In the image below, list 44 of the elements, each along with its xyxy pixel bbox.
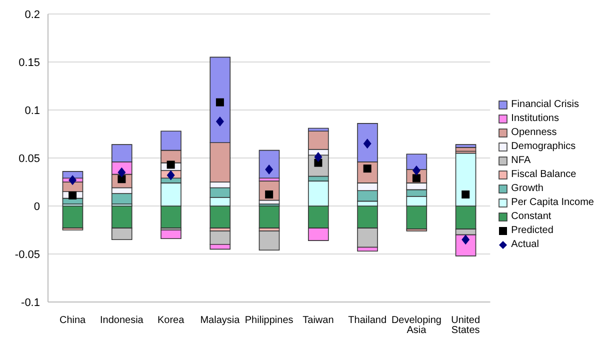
legend-label: Growth: [511, 182, 544, 196]
point: [216, 116, 224, 127]
x-tick-label: China: [59, 315, 86, 326]
bar: [258, 206, 280, 228]
bar: [258, 230, 280, 251]
legend-label: Constant: [511, 210, 552, 224]
x-tick-label: United States: [451, 315, 480, 336]
bar: [62, 206, 84, 228]
x-tick-label: Taiwan: [302, 315, 334, 326]
x-tick-label: Malaysia: [200, 315, 240, 326]
legend-label: Per Capita Income: [511, 196, 594, 210]
point: [68, 191, 77, 200]
y-tick-label: 0.2: [24, 8, 40, 21]
bar: [258, 150, 280, 179]
point: [462, 234, 470, 245]
point: [216, 98, 224, 106]
point: [314, 152, 322, 162]
legend-label: Fiscal Balance: [511, 168, 576, 182]
bar: [455, 144, 476, 148]
legend-label: NFA: [511, 154, 531, 168]
y-tick-label: -0.05: [14, 248, 40, 261]
legend-label: Openness: [511, 126, 557, 140]
legend-label: Demographics: [511, 140, 576, 154]
point: [68, 175, 77, 186]
legend-label: Financial Crisis: [511, 98, 579, 112]
y-tick-label: 0.15: [18, 56, 40, 69]
bar: [160, 230, 182, 240]
x-tick-label: Developing Asia: [391, 315, 442, 336]
legend-label: Predicted: [511, 224, 554, 238]
legend-label: Institutions: [511, 112, 559, 126]
y-tick-label: -0.1: [21, 296, 40, 309]
legend-label: Actual: [511, 238, 539, 252]
point: [412, 165, 420, 176]
point: [265, 164, 274, 175]
bar: [62, 171, 84, 179]
y-tick-label: 0.05: [18, 152, 40, 165]
point: [462, 190, 470, 198]
x-tick-label: Korea: [157, 315, 185, 326]
point: [166, 170, 175, 180]
y-tick-label: 0.1: [24, 104, 40, 117]
y-tick-label: 0: [34, 200, 40, 213]
x-tick-label: Thailand: [348, 315, 387, 326]
x-tick-label: Philippines: [244, 315, 294, 326]
x-tick-label: Indonesia: [100, 315, 144, 326]
